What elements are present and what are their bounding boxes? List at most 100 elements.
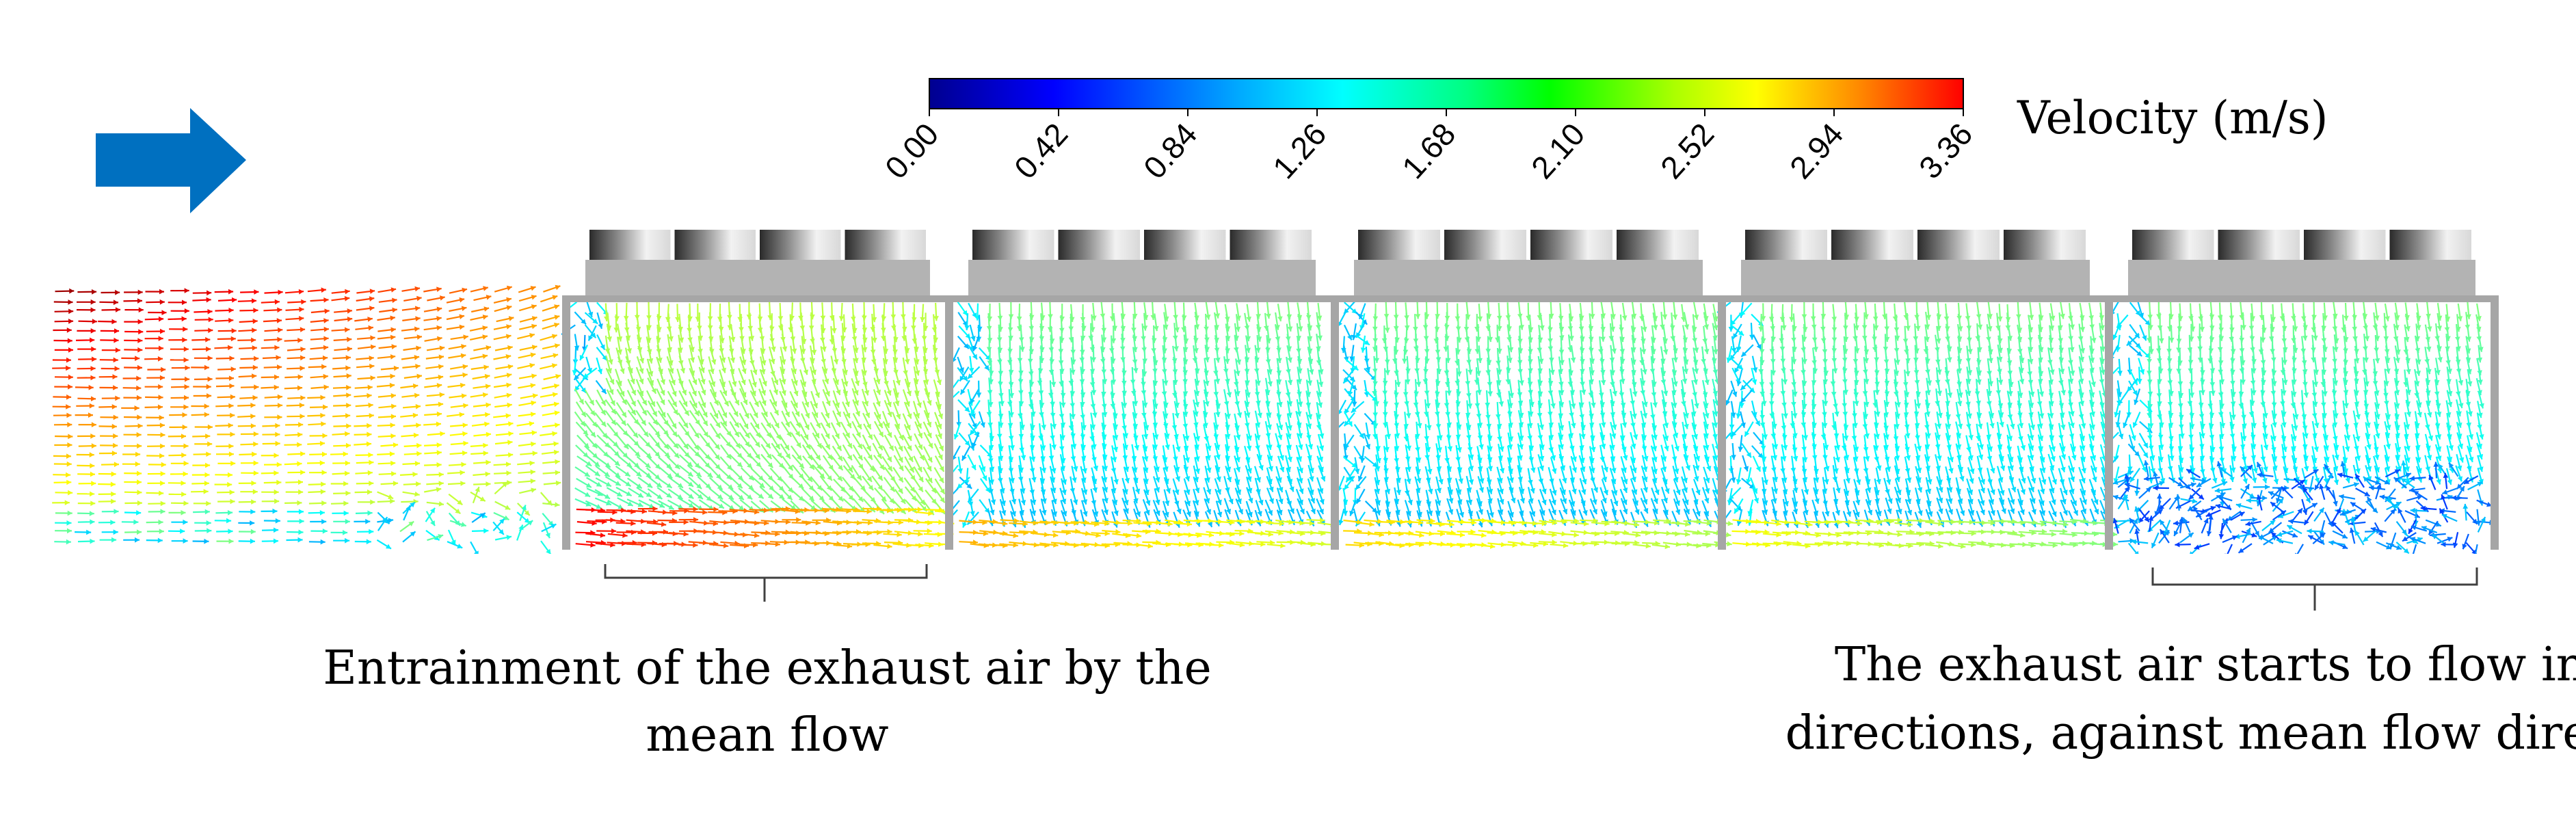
velocity-vector [496,316,514,323]
velocity-vector [215,317,234,323]
velocity-vector [77,511,94,516]
velocity-vector [1426,412,1432,431]
velocity-vector [832,435,842,451]
velocity-vector [811,336,817,356]
velocity-vector [99,357,118,363]
velocity-vector [656,444,671,458]
velocity-vector [403,403,421,410]
velocity-vector [146,423,165,428]
velocity-vector [308,470,327,475]
velocity-vector [1173,511,1180,529]
velocity-vector [494,535,512,541]
velocity-vector [698,410,708,427]
velocity-vector [687,509,708,515]
velocity-vector [2349,527,2356,544]
velocity-vector [2253,484,2270,490]
velocity-vector [1009,433,1015,451]
velocity-vector [893,455,904,472]
velocity-vector [729,433,741,449]
velocity-vector [646,410,659,426]
velocity-vector [307,287,327,293]
velocity-vector [852,412,862,430]
velocity-vector [903,446,914,463]
velocity-vector [377,315,396,321]
velocity-vector [310,529,328,534]
velocity-vector [584,324,597,338]
velocity-vector [1988,456,1995,474]
velocity-vector [719,379,728,397]
velocity-vector [739,455,753,469]
velocity-vector [261,508,278,514]
velocity-vector [403,505,411,521]
velocity-vector [758,378,767,396]
velocity-vector [423,316,442,321]
velocity-vector [217,336,236,342]
velocity-vector [584,389,595,406]
velocity-vector [332,460,350,466]
velocity-vector [596,456,611,468]
velocity-vector [838,303,845,321]
velocity-vector [1072,454,1078,472]
velocity-vector [377,498,395,504]
velocity-vector [241,470,258,476]
velocity-vector [1216,531,1235,537]
velocity-vector [2308,476,2314,493]
velocity-vector [810,455,823,470]
velocity-vector [357,344,376,350]
velocity-vector [626,390,637,407]
velocity-vector [607,423,620,438]
velocity-vector [873,389,881,407]
velocity-vector [426,345,445,351]
velocity-vector [708,369,716,387]
velocity-vector [494,305,512,312]
velocity-vector [881,303,887,321]
velocity-vector [914,433,923,451]
velocity-vector [884,390,892,408]
velocity-vector [310,519,327,524]
velocity-vector [626,423,639,438]
velocity-vector [1236,400,1243,418]
velocity-vector [2362,301,2368,319]
velocity-vector [193,393,212,399]
velocity-vector [740,401,749,419]
velocity-vector [495,421,514,427]
velocity-vector [310,373,328,379]
velocity-vector [1225,379,1232,398]
velocity-vector [853,477,866,492]
velocity-vector [586,301,594,318]
velocity-vector [261,453,279,458]
velocity-vector [98,481,116,487]
velocity-vector [518,400,537,407]
velocity-vector [791,378,799,397]
velocity-vector [308,510,325,516]
velocity-vector [239,509,256,515]
velocity-vector [473,481,491,487]
velocity-vector [2355,487,2370,497]
velocity-vector [287,327,306,332]
velocity-vector [146,453,165,459]
velocity-vector [1730,323,1744,336]
velocity-vector [261,384,279,390]
velocity-vector [616,323,623,342]
velocity-vector [470,315,488,321]
velocity-vector [1059,304,1065,322]
velocity-vector [423,286,442,293]
velocity-vector [1277,304,1283,322]
colorbar-tick-label: 1.26 [1266,116,1333,185]
velocity-vector [749,323,755,341]
velocity-vector [791,445,803,461]
velocity-vector [1662,302,1668,320]
velocity-vector [426,481,444,486]
velocity-vector [708,379,717,398]
velocity-vector [331,289,350,295]
velocity-vector [194,528,212,533]
velocity-vector [1632,379,1638,397]
velocity-vector [332,470,350,477]
velocity-vector [144,404,163,410]
velocity-vector [471,421,490,427]
velocity-vector [2059,301,2065,319]
velocity-vector [575,379,587,394]
velocity-vector [596,312,603,330]
velocity-vector [401,355,420,360]
velocity-vector [240,356,259,362]
